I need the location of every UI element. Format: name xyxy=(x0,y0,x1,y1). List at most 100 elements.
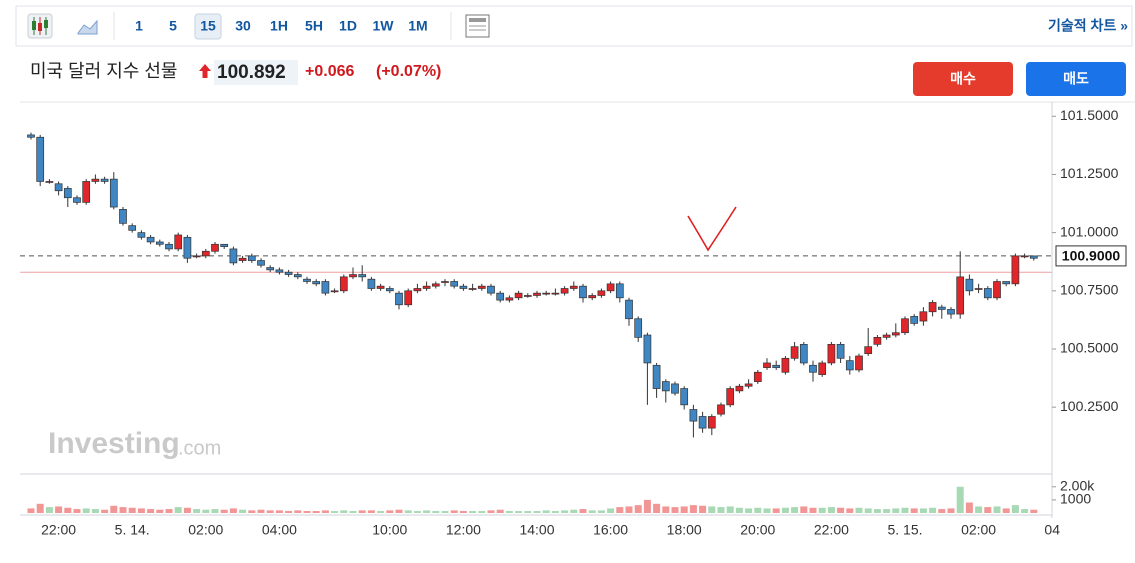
volume-bar xyxy=(27,508,35,513)
volume-bar xyxy=(892,508,900,513)
x-tick-label: 22:00 xyxy=(41,522,76,538)
candle-body xyxy=(349,274,357,278)
candle-body xyxy=(82,181,91,203)
candle-body xyxy=(928,302,937,313)
technical-chart-link[interactable]: 기술적 차트 » xyxy=(1048,18,1128,34)
candle-body xyxy=(781,357,790,373)
candle-body xyxy=(321,281,330,294)
candle-body xyxy=(109,178,118,208)
y-tick-label: 101.2500 xyxy=(1060,165,1119,181)
volume-bar xyxy=(699,505,707,513)
candle-body xyxy=(882,334,891,338)
candle-body xyxy=(652,364,661,389)
candle-body xyxy=(441,281,449,283)
volume-bar xyxy=(818,507,826,513)
buy-button[interactable] xyxy=(913,62,1013,96)
volume-bar xyxy=(735,507,743,513)
interval-button[interactable]: 1H xyxy=(270,18,288,34)
candle-body xyxy=(119,209,127,224)
x-tick-label: 12:00 xyxy=(446,522,481,538)
candle-body xyxy=(128,225,137,231)
interval-button[interactable]: 1W xyxy=(373,18,395,34)
candle-body xyxy=(910,316,919,324)
candle-body xyxy=(560,288,569,294)
volume-bar xyxy=(91,509,99,513)
volume-bar xyxy=(211,509,219,513)
volume-bar xyxy=(312,511,320,513)
volume-bar xyxy=(110,505,118,513)
hand-drawn-mark xyxy=(687,206,737,252)
candle-body xyxy=(431,283,440,287)
candle-body xyxy=(1002,281,1011,285)
candle-body xyxy=(937,306,946,310)
volume-bar xyxy=(1030,509,1038,513)
volume-bar xyxy=(919,508,927,513)
candle-body xyxy=(753,371,762,382)
interval-button[interactable]: 15 xyxy=(200,18,216,34)
selected-interval-box xyxy=(194,13,222,40)
volume-bar xyxy=(285,511,293,513)
candle-body xyxy=(36,136,45,182)
candle-body xyxy=(312,281,321,285)
instrument-title: 미국 달러 지수 선물 xyxy=(30,61,177,81)
candle-body xyxy=(836,343,845,359)
candle-body xyxy=(27,134,35,138)
candle-body xyxy=(450,281,459,287)
volume-bar xyxy=(441,511,449,513)
sell-button[interactable] xyxy=(1026,62,1126,96)
volume-bar xyxy=(349,511,357,513)
volume-bar xyxy=(561,510,569,513)
candle-icon[interactable] xyxy=(27,13,53,39)
interval-button[interactable]: 30 xyxy=(235,18,251,34)
candle-body xyxy=(91,178,100,182)
volume-bar xyxy=(965,502,973,513)
volume-bar xyxy=(938,509,946,513)
candle-body xyxy=(413,288,422,292)
interval-button[interactable]: 5H xyxy=(305,18,323,34)
candle-body xyxy=(477,285,486,289)
candle-body xyxy=(367,278,376,289)
candle-body xyxy=(330,290,339,293)
volume-bar xyxy=(294,510,302,513)
last-price: 100.892 xyxy=(217,62,286,83)
volume-bar xyxy=(837,507,845,513)
volume-bar xyxy=(147,509,155,513)
interval-button[interactable]: 1D xyxy=(339,18,357,34)
candle-body xyxy=(689,409,698,422)
interval-button[interactable]: 1 xyxy=(135,18,143,34)
interval-button[interactable]: 5 xyxy=(169,18,177,34)
candle-body xyxy=(772,364,781,368)
candle-body xyxy=(845,360,854,371)
y-tick-label: 100.5000 xyxy=(1060,340,1119,356)
candle-body xyxy=(146,236,155,243)
candle-body xyxy=(505,297,514,301)
volume-bar xyxy=(487,510,495,513)
candle-body xyxy=(275,269,284,273)
candle-body xyxy=(487,285,495,294)
volume-bar xyxy=(331,511,339,513)
interval-button[interactable]: 1M xyxy=(408,18,427,34)
watermark-brand: Investing xyxy=(48,427,180,460)
price-change: +0.066 xyxy=(305,63,354,80)
candle-body xyxy=(744,383,753,387)
volume-bar xyxy=(266,510,274,513)
layout-icon[interactable] xyxy=(465,14,490,38)
volume-bar xyxy=(73,509,81,513)
volume-bar xyxy=(984,507,992,513)
volume-bar xyxy=(193,509,201,513)
candle-body xyxy=(165,243,173,250)
volume-bar xyxy=(726,506,734,513)
candle-body xyxy=(220,243,229,247)
volume-bar xyxy=(303,511,311,513)
candle-body xyxy=(717,404,725,415)
volume-bar xyxy=(680,506,688,513)
volume-bar xyxy=(800,506,808,513)
volume-bar xyxy=(395,509,403,513)
x-tick-label: 14:00 xyxy=(519,522,554,538)
volume-bar xyxy=(864,508,872,513)
candle-body xyxy=(799,343,808,364)
candle-body xyxy=(229,248,238,264)
volume-bar xyxy=(156,509,164,513)
area-icon[interactable] xyxy=(77,19,98,35)
icon-bar xyxy=(469,18,486,22)
